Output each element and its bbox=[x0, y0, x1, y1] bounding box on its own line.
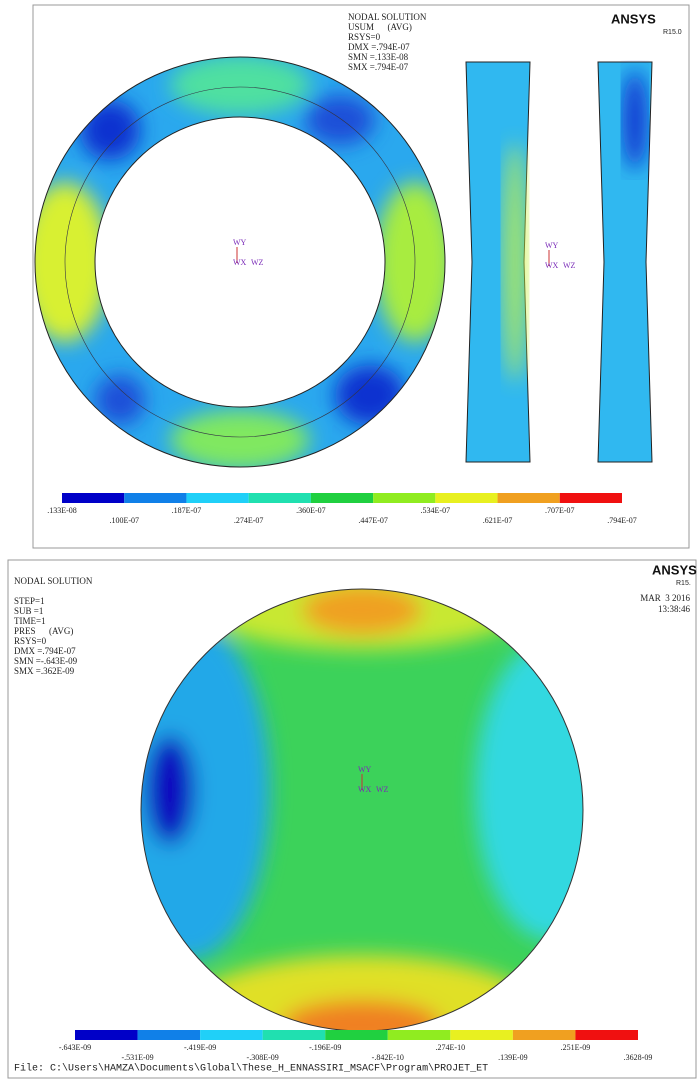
info-line: STEP=1 bbox=[14, 596, 45, 606]
triad-label: WX bbox=[545, 261, 559, 270]
info-line: RSYS=0 bbox=[14, 636, 47, 646]
legend-swatch bbox=[75, 1030, 138, 1040]
brand: ANSYS bbox=[611, 11, 656, 26]
triad-label: WY bbox=[233, 238, 247, 247]
info-line: SMX =.794E-07 bbox=[348, 62, 409, 72]
info-line: NODAL SOLUTION bbox=[14, 576, 93, 586]
date: MAR 3 2016 bbox=[640, 593, 690, 603]
legend-swatch bbox=[248, 493, 311, 503]
version: R15.0 bbox=[663, 29, 682, 36]
side-view-contour bbox=[623, 70, 647, 170]
info-line: SMN =-.643E-09 bbox=[14, 656, 78, 666]
legend-label: .534E-07 bbox=[421, 506, 451, 515]
legend-swatch bbox=[262, 1030, 326, 1040]
version: R15. bbox=[676, 580, 691, 587]
legend-swatch bbox=[373, 493, 436, 503]
legend-swatch bbox=[124, 493, 187, 503]
info-line: TIME=1 bbox=[14, 616, 46, 626]
legend-swatch bbox=[435, 493, 498, 503]
legend-label: -.643E-09 bbox=[59, 1043, 91, 1052]
panel-frame bbox=[32, 4, 690, 549]
legend-label: .139E-09 bbox=[498, 1053, 528, 1062]
info-line: USUM (AVG) bbox=[348, 22, 412, 32]
legend-swatch bbox=[387, 1030, 451, 1040]
info-line: DMX =.794E-07 bbox=[348, 42, 410, 52]
legend-swatch bbox=[325, 1030, 388, 1040]
triad-label: WX bbox=[358, 785, 372, 794]
legend-swatch bbox=[559, 493, 622, 503]
info-line: SMN =.133E-08 bbox=[348, 52, 409, 62]
file-path: File: C:\Users\HAMZA\Documents\Global\Th… bbox=[14, 1063, 488, 1075]
legend-swatch bbox=[512, 1030, 576, 1040]
brand: ANSYS bbox=[652, 562, 697, 577]
legend-label: .274E-07 bbox=[234, 516, 264, 525]
triad-label: WY bbox=[545, 241, 559, 250]
info-line: SUB =1 bbox=[14, 606, 43, 616]
triad-label: WZ bbox=[251, 258, 264, 267]
legend-swatch bbox=[137, 1030, 201, 1040]
legend-label: -.842E-10 bbox=[372, 1053, 404, 1062]
legend-label: .794E-07 bbox=[607, 516, 637, 525]
legend-label: -.196E-09 bbox=[309, 1043, 341, 1052]
legend-label: .133E-08 bbox=[47, 506, 77, 515]
info-line: RSYS=0 bbox=[348, 32, 381, 42]
info-line: DMX =.794E-07 bbox=[14, 646, 76, 656]
legend-swatch bbox=[62, 493, 125, 503]
legend-label: -.531E-09 bbox=[121, 1053, 153, 1062]
legend-label: -.419E-09 bbox=[184, 1043, 216, 1052]
triad-label: WZ bbox=[376, 785, 389, 794]
legend-label: .621E-07 bbox=[483, 516, 513, 525]
legend-label: .447E-07 bbox=[358, 516, 388, 525]
legend-label: .3628-09 bbox=[624, 1053, 653, 1062]
legend-label: .360E-07 bbox=[296, 506, 326, 515]
legend-swatch bbox=[186, 493, 249, 503]
info-line: SMX =.362E-09 bbox=[14, 666, 75, 676]
legend-swatch bbox=[200, 1030, 263, 1040]
legend-label: .187E-07 bbox=[172, 506, 202, 515]
triad-label: WX bbox=[233, 258, 247, 267]
legend-label: .100E-07 bbox=[109, 516, 139, 525]
side-view-contour bbox=[503, 142, 527, 382]
legend-swatch bbox=[310, 493, 374, 503]
legend-label: .251E-09 bbox=[561, 1043, 591, 1052]
legend-swatch bbox=[450, 1030, 513, 1040]
triad-label: WY bbox=[358, 765, 372, 774]
time: 13:38:46 bbox=[658, 604, 691, 614]
info-line: NODAL SOLUTION bbox=[348, 12, 427, 22]
triad-label: WZ bbox=[563, 261, 576, 270]
legend-label: .707E-07 bbox=[545, 506, 575, 515]
info-line: PRES (AVG) bbox=[14, 626, 73, 636]
legend-label: .274E-10 bbox=[436, 1043, 466, 1052]
legend-swatch bbox=[575, 1030, 638, 1040]
legend-label: -.308E-09 bbox=[247, 1053, 279, 1062]
legend-swatch bbox=[497, 493, 560, 503]
